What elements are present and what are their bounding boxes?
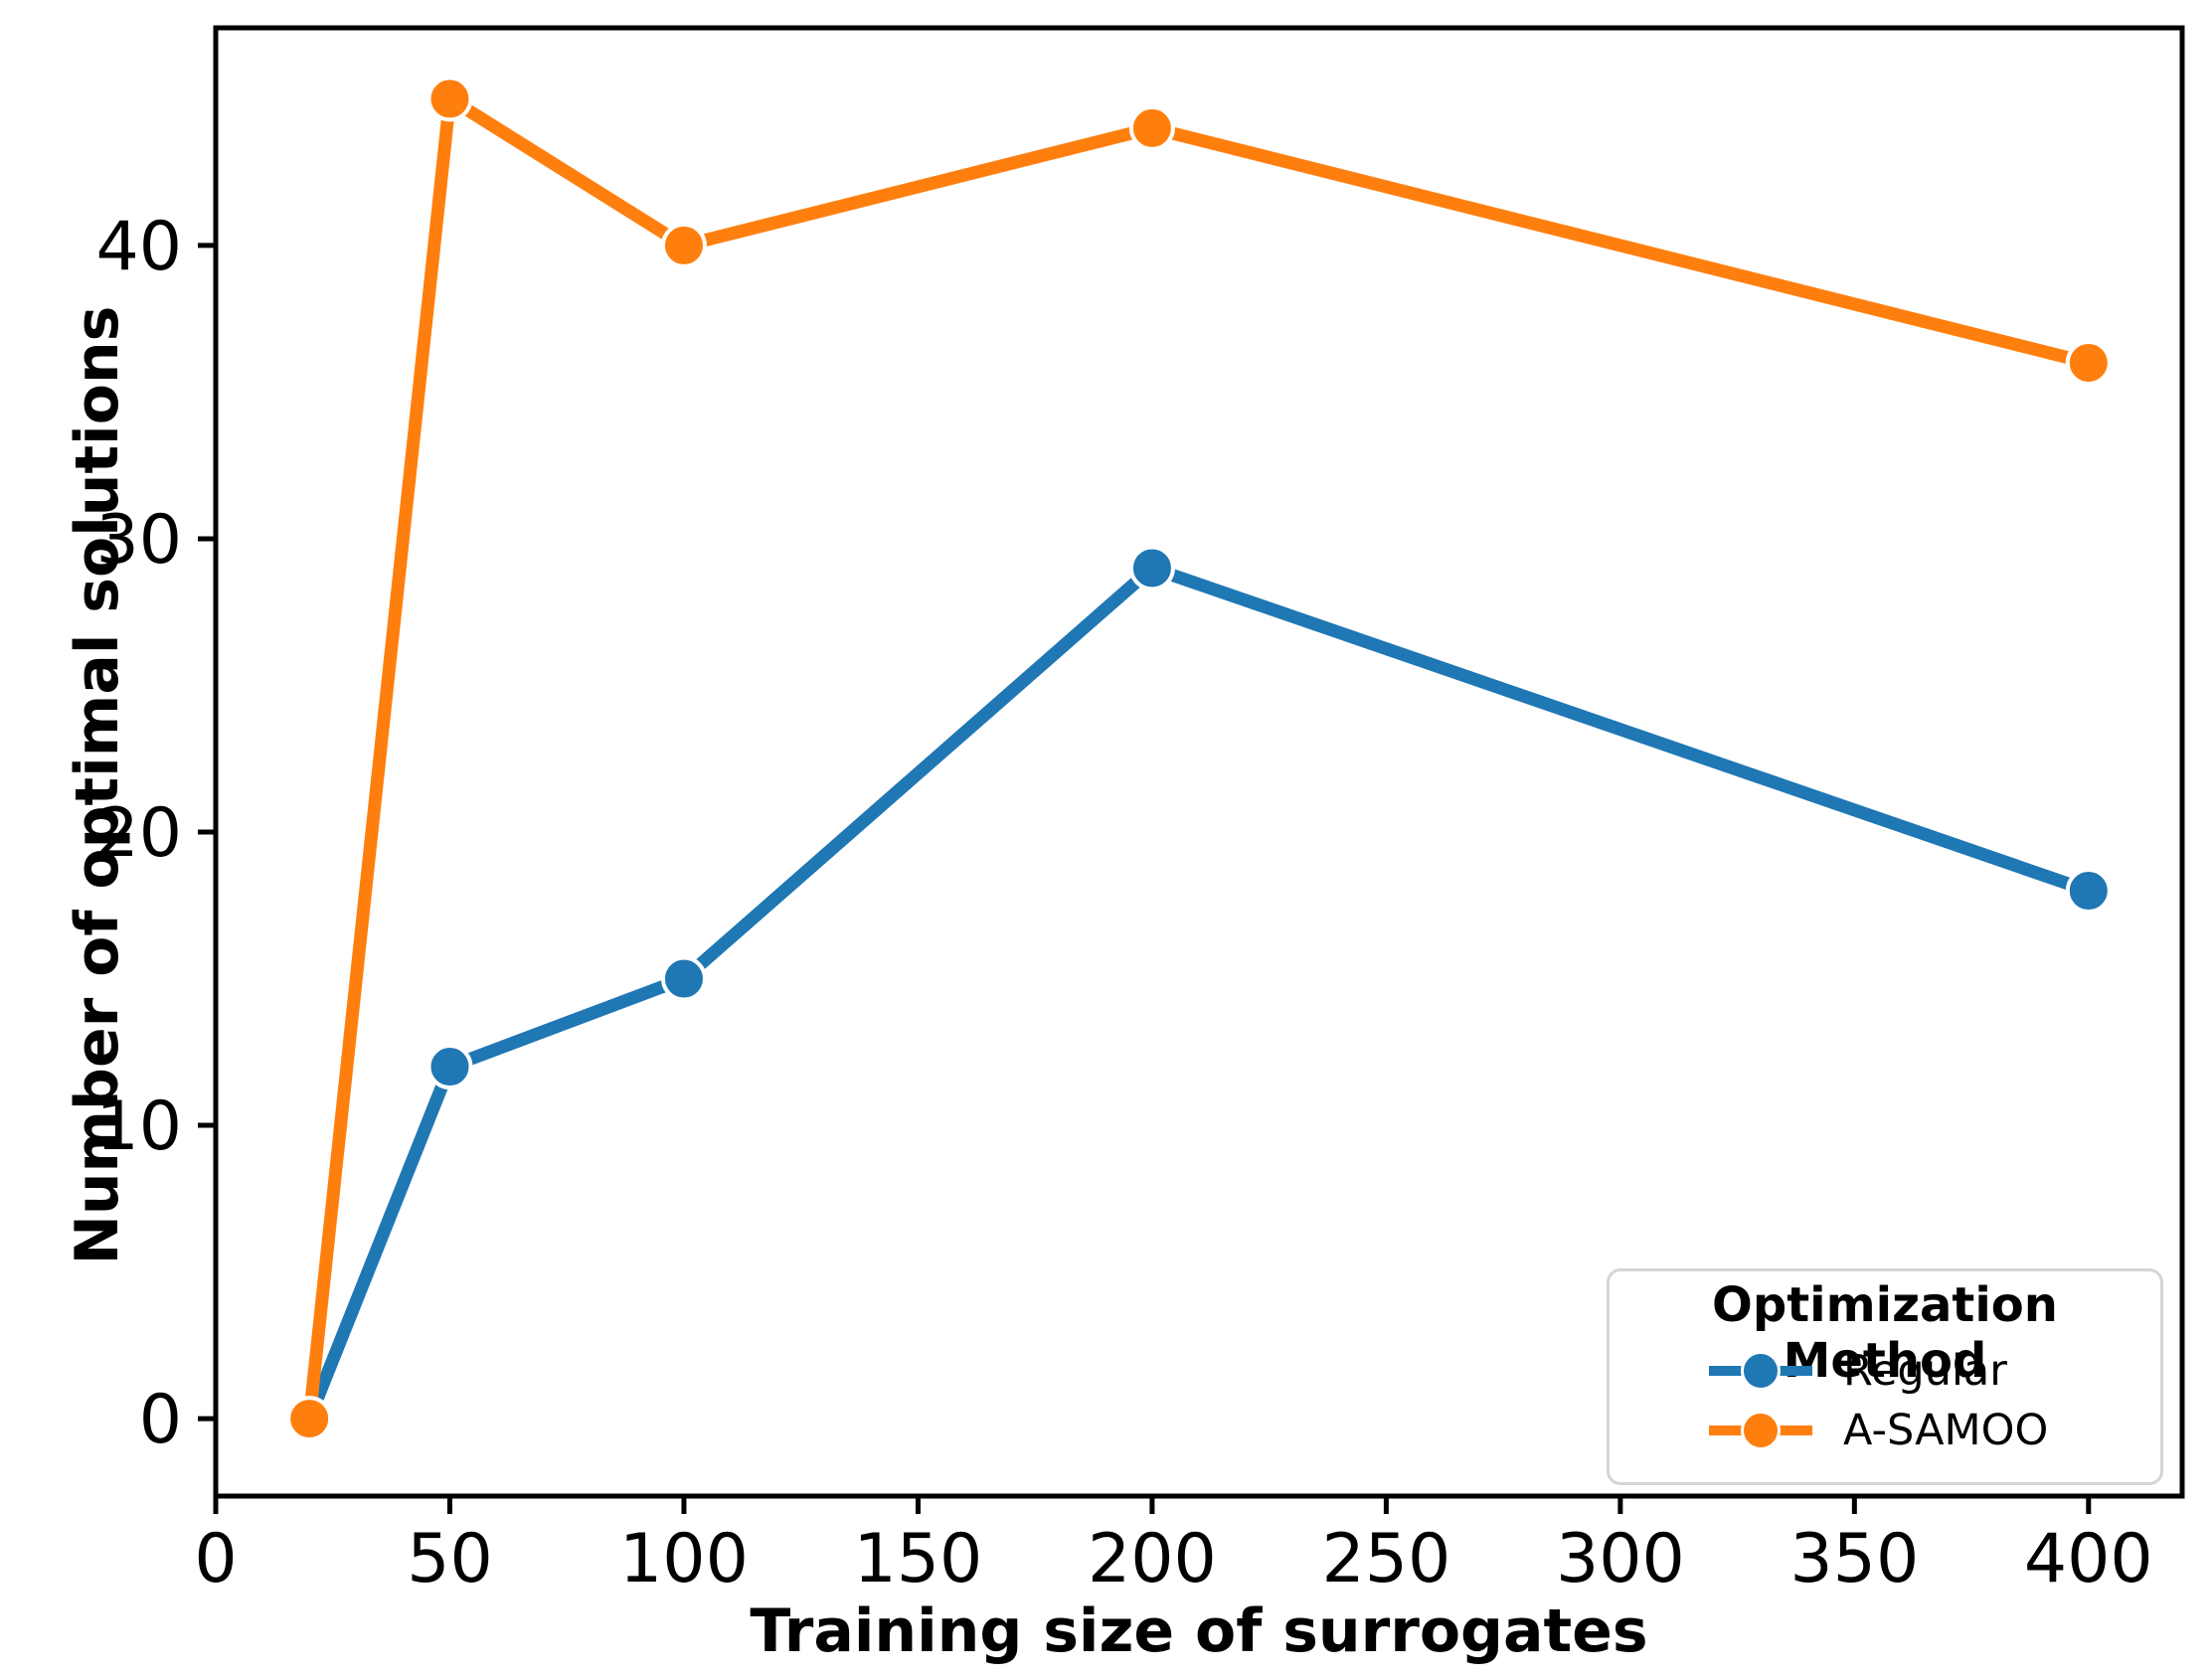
x-tick-label: 250 (1321, 1520, 1450, 1598)
legend-item-label: A-SAMOO (1843, 1406, 2049, 1455)
legend-title: Optimization Method (1712, 1277, 2058, 1389)
legend-item-regular: Regular (1610, 1341, 2160, 1401)
legend-line-marker-icon (1709, 1409, 1812, 1452)
data-point-regular (1128, 545, 1175, 591)
data-point-a-samoo (426, 76, 473, 122)
x-tick-label: 100 (619, 1520, 749, 1598)
data-point-regular (426, 1044, 473, 1091)
data-point-regular (2065, 868, 2112, 915)
x-tick-label: 150 (854, 1520, 983, 1598)
x-tick-label: 50 (407, 1520, 493, 1598)
legend-rows: Regular A-SAMOO (1610, 1341, 2160, 1460)
data-point-a-samoo (286, 1396, 333, 1442)
y-tick-label: 0 (139, 1381, 182, 1459)
x-tick-label: 400 (2024, 1520, 2153, 1598)
legend: Optimization Method Regular A-SAMOO (1607, 1268, 2163, 1485)
series-line-a-samoo (302, 91, 2091, 1420)
y-tick-label: 30 (95, 501, 182, 580)
y-tick-label: 40 (95, 208, 182, 286)
y-tick-label: 10 (95, 1088, 182, 1166)
x-tick-label: 300 (1556, 1520, 1685, 1598)
legend-item-a-samoo: A-SAMOO (1610, 1401, 2160, 1460)
y-axis-title: Number of optimal solutions (63, 306, 132, 1265)
data-point-a-samoo (1128, 104, 1175, 151)
x-tick-label: 200 (1088, 1520, 1217, 1598)
x-axis-title: Training size of surrogates (750, 1596, 1647, 1666)
data-point-regular (660, 955, 707, 1002)
legend-item-label: Regular (1843, 1346, 2007, 1396)
plot-border (213, 25, 2185, 1499)
x-tick-label: 0 (194, 1520, 237, 1598)
series-layer (286, 76, 2112, 1442)
data-point-a-samoo (2065, 339, 2112, 386)
data-point-a-samoo (660, 222, 707, 268)
legend-line-marker-icon (1709, 1349, 1812, 1393)
x-tick-label: 350 (1789, 1520, 1919, 1598)
y-tick-label: 20 (95, 794, 182, 873)
axes-layer: 0 50 100 150 200 250 300 350 400 0 10 20 30 40 (95, 25, 2185, 1598)
